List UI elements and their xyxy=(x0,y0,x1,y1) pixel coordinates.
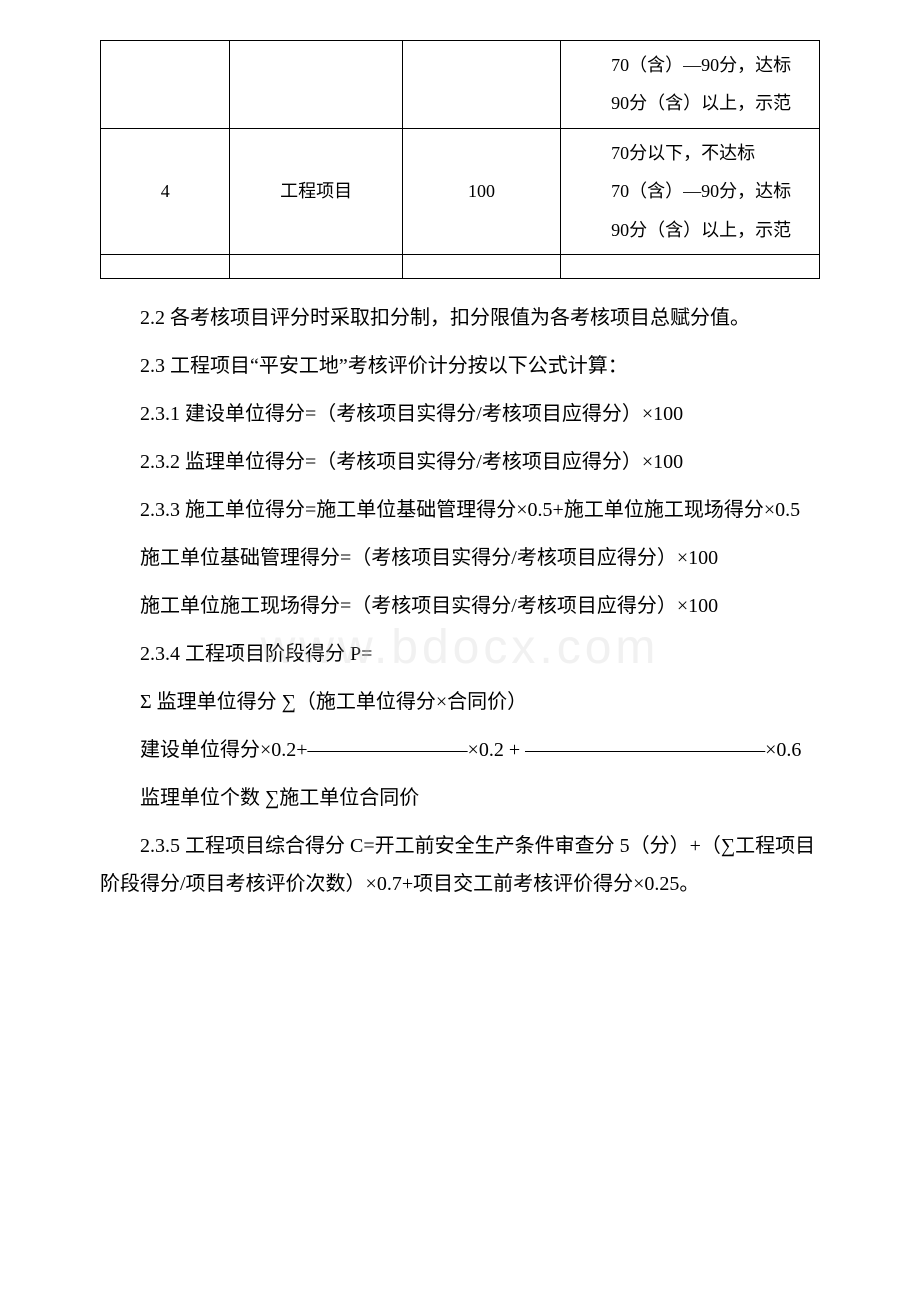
paragraph: 施工单位基础管理得分=（考核项目实得分/考核项目应得分）×100 xyxy=(100,539,820,577)
document-page: 70（含）—90分，达标 90分（含）以上，示范 4 工程项目 100 70分以… xyxy=(0,0,920,973)
paragraph: Σ 监理单位得分 ∑（施工单位得分×合同价） xyxy=(100,683,820,721)
cell-empty xyxy=(230,254,403,278)
evaluation-table: 70（含）—90分，达标 90分（含）以上，示范 4 工程项目 100 70分以… xyxy=(100,40,820,279)
paragraph: 2.3.5 工程项目综合得分 C=开工前安全生产条件审查分 5（分）+（∑工程项… xyxy=(100,827,820,903)
table-row: 4 工程项目 100 70分以下，不达标 70（含）—90分，达标 90分（含）… xyxy=(101,128,820,254)
cell-index xyxy=(101,41,230,129)
paragraph: 建设单位得分×0.2+――――――――×0.2 + ――――――――――――×0… xyxy=(100,731,820,769)
table-row-empty xyxy=(101,254,820,278)
cell-empty xyxy=(101,254,230,278)
cell-item xyxy=(230,41,403,129)
cell-criteria: 70分以下，不达标 70（含）—90分，达标 90分（含）以上，示范 xyxy=(561,128,820,254)
criteria-line: 70分以下，不达标 xyxy=(575,137,809,169)
paragraph: 2.3 工程项目“平安工地”考核评价计分按以下公式计算： xyxy=(100,347,820,385)
criteria-line: 90分（含）以上，示范 xyxy=(575,214,809,246)
paragraph: 2.3.4 工程项目阶段得分 P= xyxy=(100,635,820,673)
paragraph: 施工单位施工现场得分=（考核项目实得分/考核项目应得分）×100 xyxy=(100,587,820,625)
paragraph: 2.3.2 监理单位得分=（考核项目实得分/考核项目应得分）×100 xyxy=(100,443,820,481)
cell-item: 工程项目 xyxy=(230,128,403,254)
criteria-line: 90分（含）以上，示范 xyxy=(575,87,809,119)
criteria-line: 70（含）—90分，达标 xyxy=(575,49,809,81)
paragraph: 2.2 各考核项目评分时采取扣分制，扣分限值为各考核项目总赋分值。 xyxy=(100,299,820,337)
paragraph: 2.3.1 建设单位得分=（考核项目实得分/考核项目应得分）×100 xyxy=(100,395,820,433)
cell-criteria: 70（含）—90分，达标 90分（含）以上，示范 xyxy=(561,41,820,129)
cell-empty xyxy=(402,254,560,278)
table-row: 70（含）—90分，达标 90分（含）以上，示范 xyxy=(101,41,820,129)
cell-score: 100 xyxy=(402,128,560,254)
cell-score xyxy=(402,41,560,129)
cell-empty xyxy=(561,254,820,278)
criteria-line: 70（含）—90分，达标 xyxy=(575,175,809,207)
cell-index: 4 xyxy=(101,128,230,254)
paragraph: 2.3.3 施工单位得分=施工单位基础管理得分×0.5+施工单位施工现场得分×0… xyxy=(100,491,820,529)
paragraph: 监理单位个数 ∑施工单位合同价 xyxy=(100,779,820,817)
